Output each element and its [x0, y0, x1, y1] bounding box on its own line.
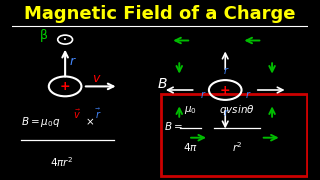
Text: Magnetic Field of a Charge: Magnetic Field of a Charge — [24, 4, 296, 22]
Text: r: r — [223, 66, 227, 76]
Text: B: B — [157, 77, 167, 91]
Text: r: r — [70, 55, 75, 68]
Text: β: β — [40, 29, 48, 42]
Text: $\mu_0$: $\mu_0$ — [184, 104, 197, 116]
Text: r: r — [223, 107, 227, 118]
Text: $\times$: $\times$ — [85, 117, 95, 128]
Text: $B = \mu_0 q$: $B = \mu_0 q$ — [21, 115, 60, 129]
Text: r: r — [201, 90, 205, 100]
Text: $qvsin\theta$: $qvsin\theta$ — [219, 103, 255, 117]
Text: +: + — [60, 80, 70, 93]
Text: $\vec{v}$: $\vec{v}$ — [73, 108, 81, 121]
Text: r: r — [245, 90, 250, 100]
Text: v: v — [92, 72, 100, 85]
Text: +: + — [220, 84, 230, 96]
Text: $4\pi r^2$: $4\pi r^2$ — [50, 155, 74, 169]
FancyBboxPatch shape — [162, 94, 307, 176]
Text: •: • — [63, 37, 67, 43]
Text: $r^2$: $r^2$ — [232, 140, 243, 154]
Text: $B =$: $B =$ — [164, 120, 183, 132]
Text: $\vec{r}$: $\vec{r}$ — [95, 107, 102, 122]
Text: $4\pi$: $4\pi$ — [183, 141, 198, 153]
